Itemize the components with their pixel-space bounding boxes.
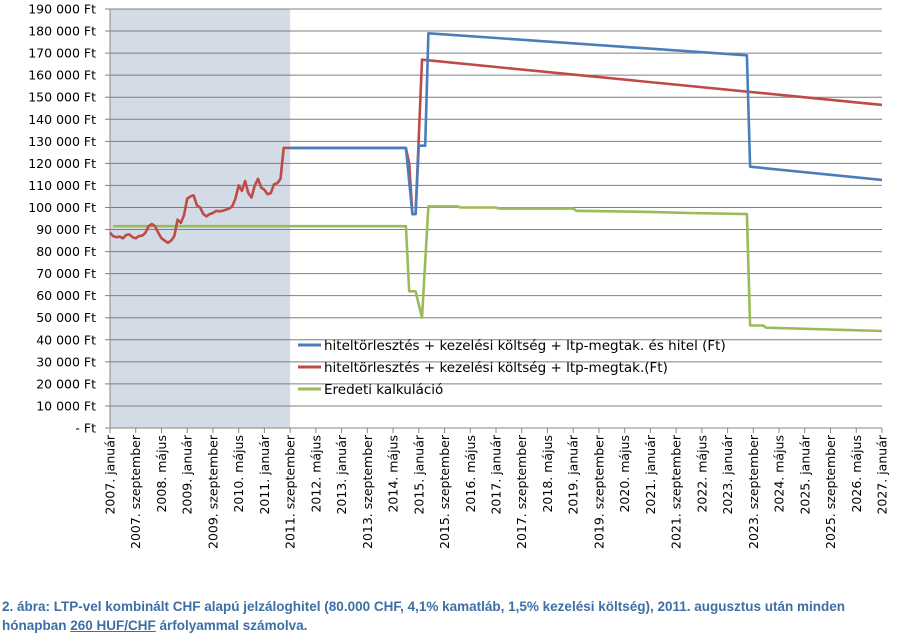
series-lines (109, 31, 883, 333)
x-tick-label: 2017. január (489, 434, 504, 514)
gridlines (105, 8, 882, 429)
legend: hiteltörlesztés + kezelési költség + ltp… (298, 338, 726, 398)
x-tick-label: 2013. szeptember (360, 434, 375, 549)
y-tick-label: 50 000 Ft (36, 310, 96, 325)
historical-period-shade (110, 9, 291, 428)
y-tick-label: 150 000 Ft (28, 90, 96, 105)
x-tick-label: 2013. január (334, 434, 349, 514)
caption-link[interactable]: 260 HUF/CHF (70, 618, 156, 633)
series-line (290, 31, 883, 216)
y-axis-labels: - Ft 10 000 Ft 20 000 Ft 30 000 Ft 40 000 Ft… (28, 2, 96, 436)
y-tick-label: 120 000 Ft (28, 156, 96, 171)
x-tick-label: 2019. szeptember (591, 434, 606, 549)
x-tick-label: 2009. szeptember (205, 434, 220, 549)
x-tick-label: 2007. szeptember (128, 434, 143, 549)
caption-text-end: árfolyammal számolva. (155, 618, 308, 633)
y-tick-label: 90 000 Ft (36, 222, 96, 237)
y-tick-label: 170 000 Ft (28, 46, 96, 61)
x-tick-label: 2017. szeptember (514, 434, 529, 549)
y-tick-label: 160 000 Ft (28, 68, 96, 83)
x-tick-label: 2019. január (566, 434, 581, 514)
y-tick-label: 80 000 Ft (36, 244, 96, 259)
y-tick-label: 190 000 Ft (28, 2, 96, 17)
x-tick-label: 2021. szeptember (669, 434, 684, 549)
x-tick-label: 2015. szeptember (437, 434, 452, 549)
line-chart: - Ft 10 000 Ft 20 000 Ft 30 000 Ft 40 000 Ft… (28, 2, 890, 550)
x-tick-label: 2016. május (463, 435, 478, 513)
x-tick-label: 2025. január (797, 434, 812, 514)
x-tick-label: 2008. május (154, 435, 169, 513)
x-tick-label: 2024. május (772, 435, 787, 513)
series-line (109, 58, 883, 245)
x-tick-label: 2014. május (386, 435, 401, 513)
x-tick-label: 2025. szeptember (823, 434, 838, 549)
y-tick-label: 130 000 Ft (28, 134, 96, 149)
x-tick-label: 2021. január (643, 434, 658, 514)
x-tick-label: 2027. január (875, 434, 890, 514)
x-tick-label: 2007. január (103, 434, 118, 514)
y-tick-label: 70 000 Ft (36, 266, 96, 281)
x-tick-label: 2011. szeptember (283, 434, 298, 549)
x-tick-label: 2011. január (257, 434, 272, 514)
x-tick-label: 2018. május (540, 435, 555, 513)
y-tick-label: 110 000 Ft (28, 178, 96, 193)
x-tick-label: 2022. május (694, 435, 709, 513)
figure-caption: 2. ábra: LTP-vel kombinált CHF alapú jel… (2, 597, 898, 635)
series-line (113, 205, 883, 333)
legend-label: hiteltörlesztés + kezelési költség + ltp… (324, 338, 726, 354)
y-tick-label: 180 000 Ft (28, 24, 96, 39)
y-tick-label: 140 000 Ft (28, 112, 96, 127)
x-tick-label: 2023. szeptember (746, 434, 761, 549)
x-tick-label: 2009. január (180, 434, 195, 514)
y-tick-label: 10 000 Ft (36, 398, 96, 413)
x-tick-label: 2023. január (720, 434, 735, 514)
y-tick-label: - Ft (75, 421, 96, 436)
x-tick-label: 2012. május (308, 435, 323, 513)
y-tick-label: 100 000 Ft (28, 200, 96, 215)
x-tick-label: 2010. május (231, 435, 246, 513)
x-tick-label: 2020. május (617, 435, 632, 513)
x-tick-label: 2026. május (849, 435, 864, 513)
x-tick-label: 2015. január (411, 434, 426, 514)
shaded-region (110, 9, 291, 428)
x-axis-labels: 2007. január 2007. szeptember 2008. május 2… (103, 428, 890, 549)
legend-label: hiteltörlesztés + kezelési költség + ltp… (324, 360, 668, 376)
legend-label: Eredeti kalkuláció (324, 382, 443, 398)
y-tick-label: 30 000 Ft (36, 354, 96, 369)
y-tick-label: 40 000 Ft (36, 332, 96, 347)
y-tick-label: 60 000 Ft (36, 288, 96, 303)
y-tick-label: 20 000 Ft (36, 376, 96, 391)
caption-text: 2. ábra: LTP-vel kombinált CHF alapú jel… (2, 599, 846, 633)
